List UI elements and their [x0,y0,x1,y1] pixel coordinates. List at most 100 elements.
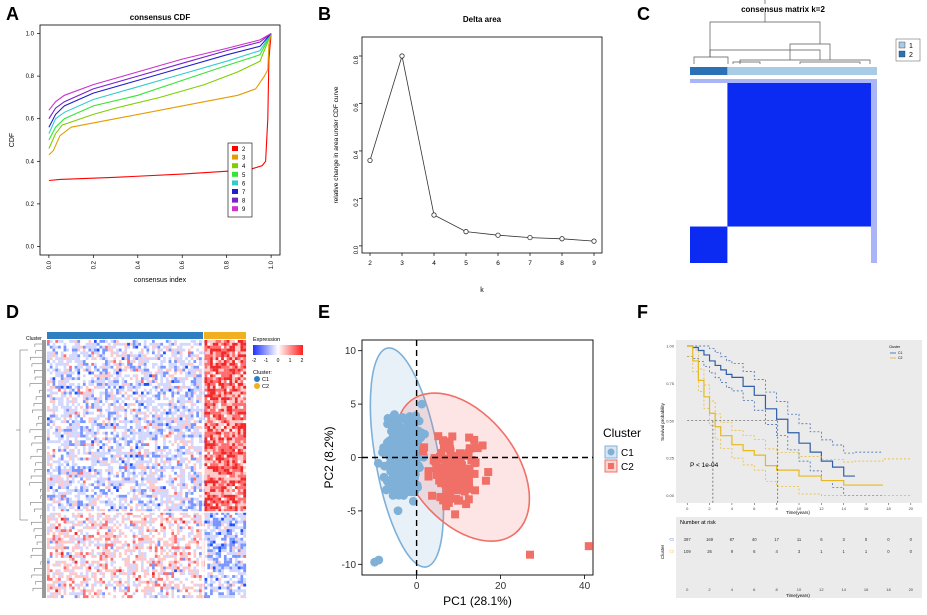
heatmap-cell [179,480,183,484]
heatmap-cell [154,365,158,369]
heatmap-cell [71,405,75,409]
heatmap-cell [165,394,169,398]
heatmap-cell [174,446,177,450]
heatmap-cell [210,345,213,349]
heatmap-cell [165,362,169,366]
heatmap-cell [82,451,86,455]
heatmap-cell [63,411,67,415]
heatmap-cell [55,408,59,412]
heatmap-cell [107,342,111,346]
heatmap-cell [165,520,169,524]
heatmap-cell [243,428,247,432]
heatmap-cell [93,397,97,401]
heatmap-cell [174,497,177,501]
heatmap-cell [152,460,155,464]
heatmap-cell [113,474,117,478]
heatmap-cell [102,506,106,510]
heatmap-cell [185,368,189,372]
heatmap-cell [96,437,100,441]
heatmap-cell [69,357,72,361]
heatmap-cell [82,480,86,484]
heatmap-cell [243,526,247,530]
heatmap-cell [229,420,233,424]
heatmap-cell [71,486,75,490]
heatmap-cell [234,345,238,349]
chart-title: consensus CDF [130,13,191,22]
heatmap-cell [171,351,175,355]
heatmap-cell [187,463,191,467]
heatmap-cell [91,408,95,412]
heatmap-cell [47,420,50,424]
heatmap-cell [63,426,67,429]
heatmap-cell [171,454,175,458]
heatmap-cell [129,477,133,481]
heatmap-cell [102,348,106,352]
heatmap-cell [60,411,64,415]
heatmap-cell [146,486,150,490]
heatmap-cell [52,360,56,364]
heatmap-cell [149,520,153,524]
heatmap-cell [105,371,108,375]
heatmap-cell [140,483,144,487]
heatmap-cell [99,446,103,450]
heatmap-cell [243,423,247,427]
heatmap-cell [199,342,202,346]
heatmap-cell [243,474,247,478]
heatmap-cell [58,517,61,521]
heatmap-cell [237,405,241,409]
heatmap-cell [157,394,161,398]
heatmap-cell [146,431,150,435]
heatmap-cell [132,411,136,415]
heatmap-cell [174,451,177,455]
heatmap-cell [226,477,230,481]
heatmap-cell [223,463,227,467]
heatmap-cell [110,446,114,450]
heatmap-cell [149,354,153,358]
heatmap-cell [204,463,208,467]
heatmap-cell [232,497,236,501]
heatmap-cell [226,512,230,515]
heatmap-cell [121,357,125,361]
heatmap-cell [85,426,89,429]
heatmap-cell [135,365,139,369]
heatmap-cell [210,434,213,438]
heatmap-cell [71,420,75,424]
heatmap-cell [105,420,108,424]
heatmap-cell [91,457,95,461]
heatmap-cell [187,448,191,452]
heatmap-cell [193,457,197,461]
heatmap-cell [58,532,61,536]
heatmap-cell [149,423,153,427]
delta-area-point [495,232,501,238]
heatmap-cell [113,423,117,427]
heatmap-cell [47,532,50,536]
heatmap-cell [149,474,153,478]
heatmap-cell [121,368,125,372]
heatmap-cell [163,454,166,458]
heatmap-cell [60,497,64,501]
heatmap-cell [176,397,180,401]
heatmap-cell [171,357,175,361]
heatmap-cell [99,385,103,389]
heatmap-cell [190,345,194,349]
heatmap-cell [55,451,59,455]
heatmap-cell [207,414,211,418]
heatmap-cell [240,486,244,490]
heatmap-cell [207,514,211,518]
heatmap-cell [234,477,238,481]
heatmap-cell [77,428,81,432]
heatmap-cell [199,474,202,478]
heatmap-cell [223,400,227,404]
heatmap-cell [85,529,89,533]
heatmap-cell [179,420,183,424]
heatmap-cell [80,486,84,490]
heatmap-cell [71,342,75,346]
heatmap-cell [138,451,142,455]
heatmap-cell [66,434,70,438]
heatmap-cell [196,394,200,398]
heatmap-cell [124,491,128,495]
heatmap-cell [154,494,158,498]
heatmap-cell [69,340,72,343]
heatmap-cell [187,368,191,372]
heatmap-cell [116,480,119,484]
